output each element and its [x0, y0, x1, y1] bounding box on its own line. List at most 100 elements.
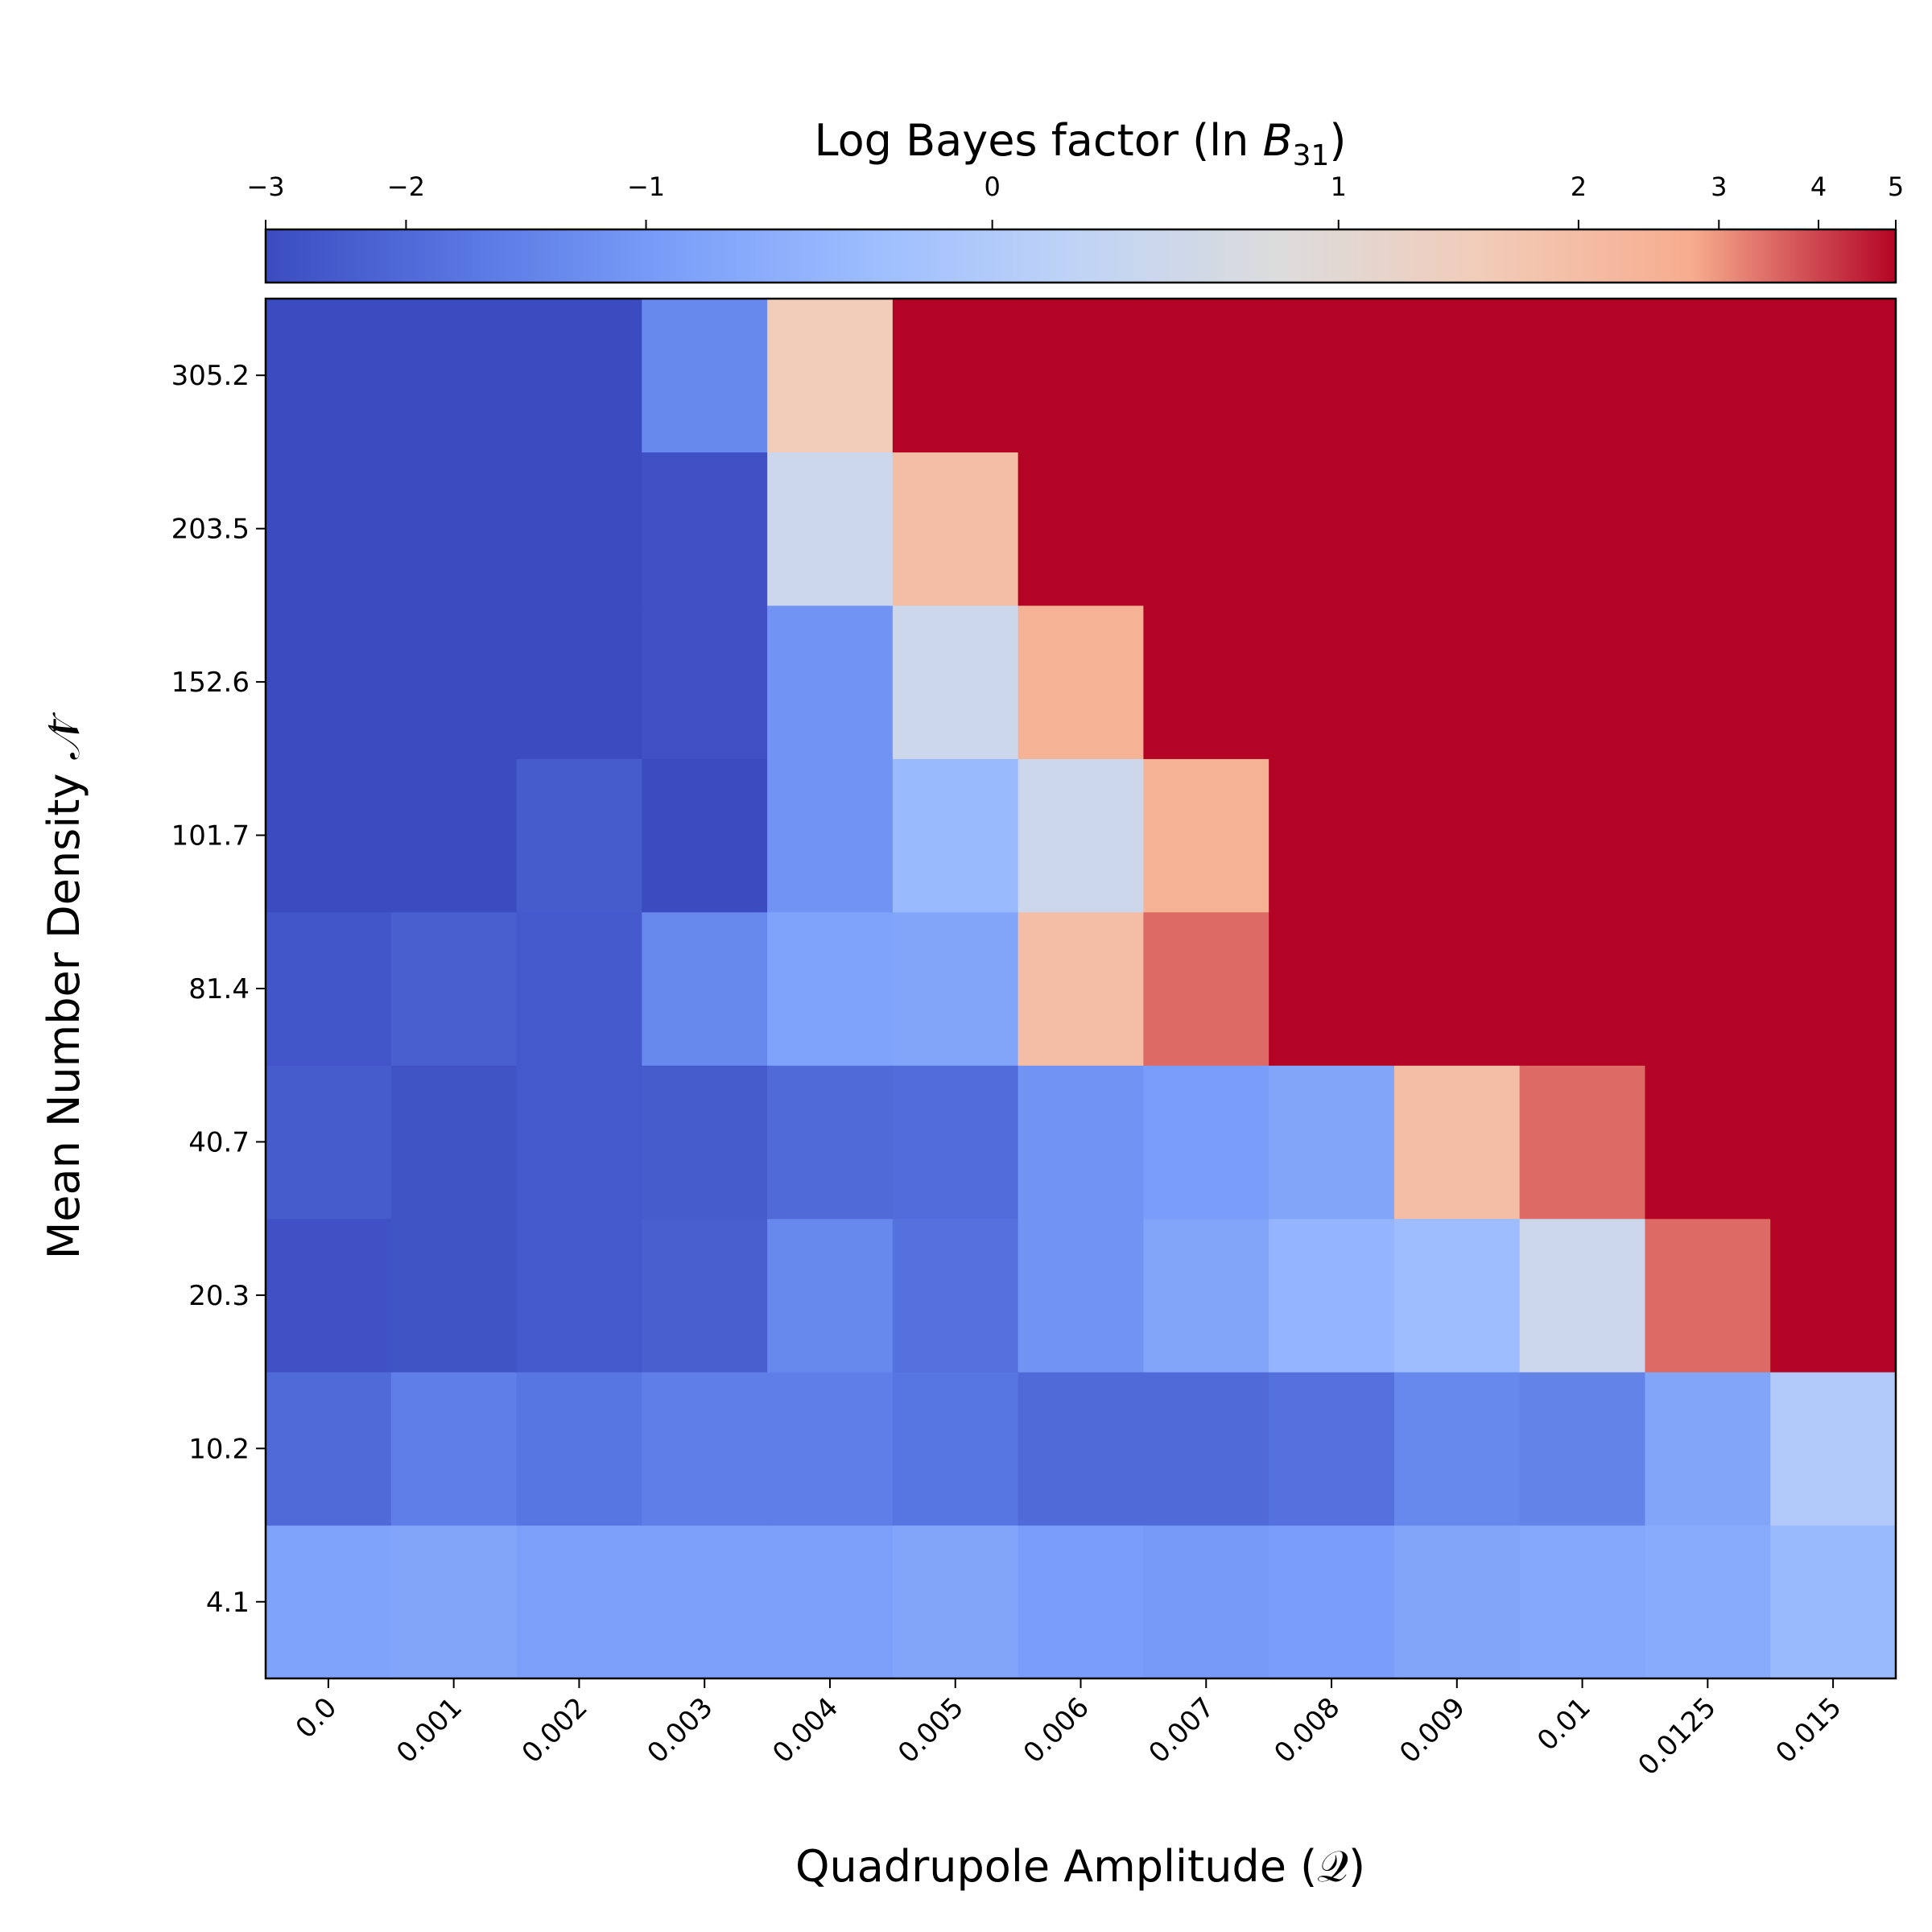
- colorbar-tick-label: 4: [1810, 171, 1827, 202]
- heatmap-cell: [1143, 1525, 1269, 1679]
- heatmap-cell: [767, 605, 894, 759]
- x-tick-label: 0.004: [766, 1691, 844, 1769]
- heatmap-cell: [1143, 758, 1269, 913]
- x-tick-label: 0.008: [1268, 1691, 1346, 1769]
- x-tick-label: 0.0: [290, 1691, 344, 1745]
- heatmap-cell: [1269, 299, 1395, 453]
- heatmap-cell: [1393, 1218, 1521, 1373]
- colorbar-tick-label: 0: [984, 171, 1000, 202]
- heatmap-cell: [390, 911, 518, 1066]
- colorbar-tick-label: 2: [1571, 171, 1587, 202]
- heatmap-cell: [1143, 1218, 1269, 1373]
- x-tick-label: 0.001: [390, 1691, 469, 1769]
- heatmap-cell: [892, 758, 1019, 913]
- heatmap-cell: [266, 1065, 392, 1220]
- heatmap-cell: [1770, 1065, 1897, 1220]
- heatmap-cell: [1770, 452, 1897, 606]
- heatmap-cell: [1770, 911, 1897, 1066]
- heatmap-cell: [1770, 299, 1897, 453]
- heatmap-cell: [1269, 1218, 1395, 1373]
- colorbar-tick-label: 5: [1888, 171, 1904, 202]
- heatmap-cell: [516, 605, 642, 759]
- heatmap-cell: [767, 1218, 894, 1373]
- heatmap-cell: [1645, 452, 1771, 606]
- heatmap-cell: [1143, 1372, 1269, 1526]
- y-tick-label: 20.3: [188, 1280, 250, 1312]
- heatmap-cell: [1393, 605, 1521, 759]
- heatmap-cell: [892, 299, 1019, 453]
- heatmap-cell: [1018, 758, 1144, 913]
- y-tick-label: 81.4: [188, 973, 250, 1005]
- heatmap-cell: [892, 1065, 1019, 1220]
- heatmap-cell: [1393, 299, 1521, 453]
- heatmap-cell: [642, 1372, 768, 1526]
- heatmap-cell: [516, 299, 642, 453]
- heatmap-cell: [516, 1218, 642, 1373]
- y-axis-label: Mean Number Density 𝒩̄: [39, 712, 89, 1259]
- heatmap-cell: [1645, 758, 1771, 913]
- heatmap-cell: [1645, 1065, 1771, 1220]
- heatmap-cell: [1770, 1525, 1897, 1679]
- heatmap-cell: [892, 1218, 1019, 1373]
- heatmap-cell: [1393, 911, 1521, 1066]
- heatmap-cell: [390, 1372, 518, 1526]
- heatmap-cell: [1018, 1218, 1144, 1373]
- heatmap-cell: [390, 1218, 518, 1373]
- x-tick-label: 0.002: [516, 1691, 594, 1769]
- heatmap-cell: [516, 911, 642, 1066]
- heatmap-cell: [1770, 605, 1897, 759]
- x-tick-label: 0.015: [1769, 1691, 1847, 1769]
- heatmap-cell: [1645, 299, 1771, 453]
- heatmap-cell: [892, 911, 1019, 1066]
- x-tick-label: 0.006: [1018, 1691, 1096, 1769]
- heatmap-cell: [516, 452, 642, 606]
- heatmap-cell: [266, 1372, 392, 1526]
- heatmap-cell: [516, 758, 642, 913]
- heatmap-cell: [892, 1372, 1019, 1526]
- heatmap-cell: [1645, 911, 1771, 1066]
- heatmap-cell: [1269, 1372, 1395, 1526]
- heatmap-cell: [390, 1525, 518, 1679]
- x-tick-label: 0.009: [1393, 1691, 1472, 1769]
- heatmap-cell: [266, 911, 392, 1066]
- y-tick-label: 203.5: [171, 514, 250, 546]
- heatmap-cell: [1143, 1065, 1269, 1220]
- y-tick-label: 4.1: [206, 1587, 250, 1619]
- heatmap-cell: [892, 1525, 1019, 1679]
- heatmap-cell: [1269, 911, 1395, 1066]
- heatmap-cell: [1269, 758, 1395, 913]
- colorbar-tick-label: 3: [1711, 171, 1727, 202]
- heatmap-cell: [1143, 911, 1269, 1066]
- colorbar-tick-label: −3: [246, 171, 284, 202]
- heatmap-cell: [767, 1065, 894, 1220]
- heatmap-cell: [642, 758, 768, 913]
- heatmap-cell: [1269, 605, 1395, 759]
- heatmap-cell: [1645, 605, 1771, 759]
- heatmap-cell: [1143, 299, 1269, 453]
- colorbar-ticks: −3 −2 −1 0 1 2 3 4 5: [246, 171, 1904, 229]
- heatmap-cell: [390, 605, 518, 759]
- heatmap-cell: [1269, 1065, 1395, 1220]
- heatmap-cell: [1770, 1372, 1897, 1526]
- heatmap-cell: [1645, 1372, 1771, 1526]
- heatmap-cell: [642, 911, 768, 1066]
- heatmap-cell: [266, 1218, 392, 1373]
- heatmap-cell: [1393, 1372, 1521, 1526]
- x-axis-ticks: 0.0 0.001 0.002 0.003 0.004 0.005 0.006 0.007 0.…: [290, 1678, 1847, 1781]
- heatmap-cell: [767, 758, 894, 913]
- heatmap-cell: [892, 605, 1019, 759]
- heatmap-cell: [1143, 452, 1269, 606]
- heatmap-cell: [1018, 911, 1144, 1066]
- x-tick-label: 0.003: [641, 1691, 719, 1769]
- x-tick-label: 0.007: [1143, 1691, 1221, 1769]
- colorbar-tick-label: −2: [387, 171, 425, 202]
- heatmap-cell: [390, 1065, 518, 1220]
- heatmap-cell: [266, 758, 392, 913]
- y-tick-label: 101.7: [171, 820, 250, 852]
- heatmap-cell: [1519, 605, 1646, 759]
- heatmap-cell: [767, 1525, 894, 1679]
- heatmap-cell: [1519, 911, 1646, 1066]
- x-tick-label: 0.01: [1531, 1691, 1597, 1757]
- heatmap-cell: [1519, 1372, 1646, 1526]
- heatmap-cell: [1645, 1218, 1771, 1373]
